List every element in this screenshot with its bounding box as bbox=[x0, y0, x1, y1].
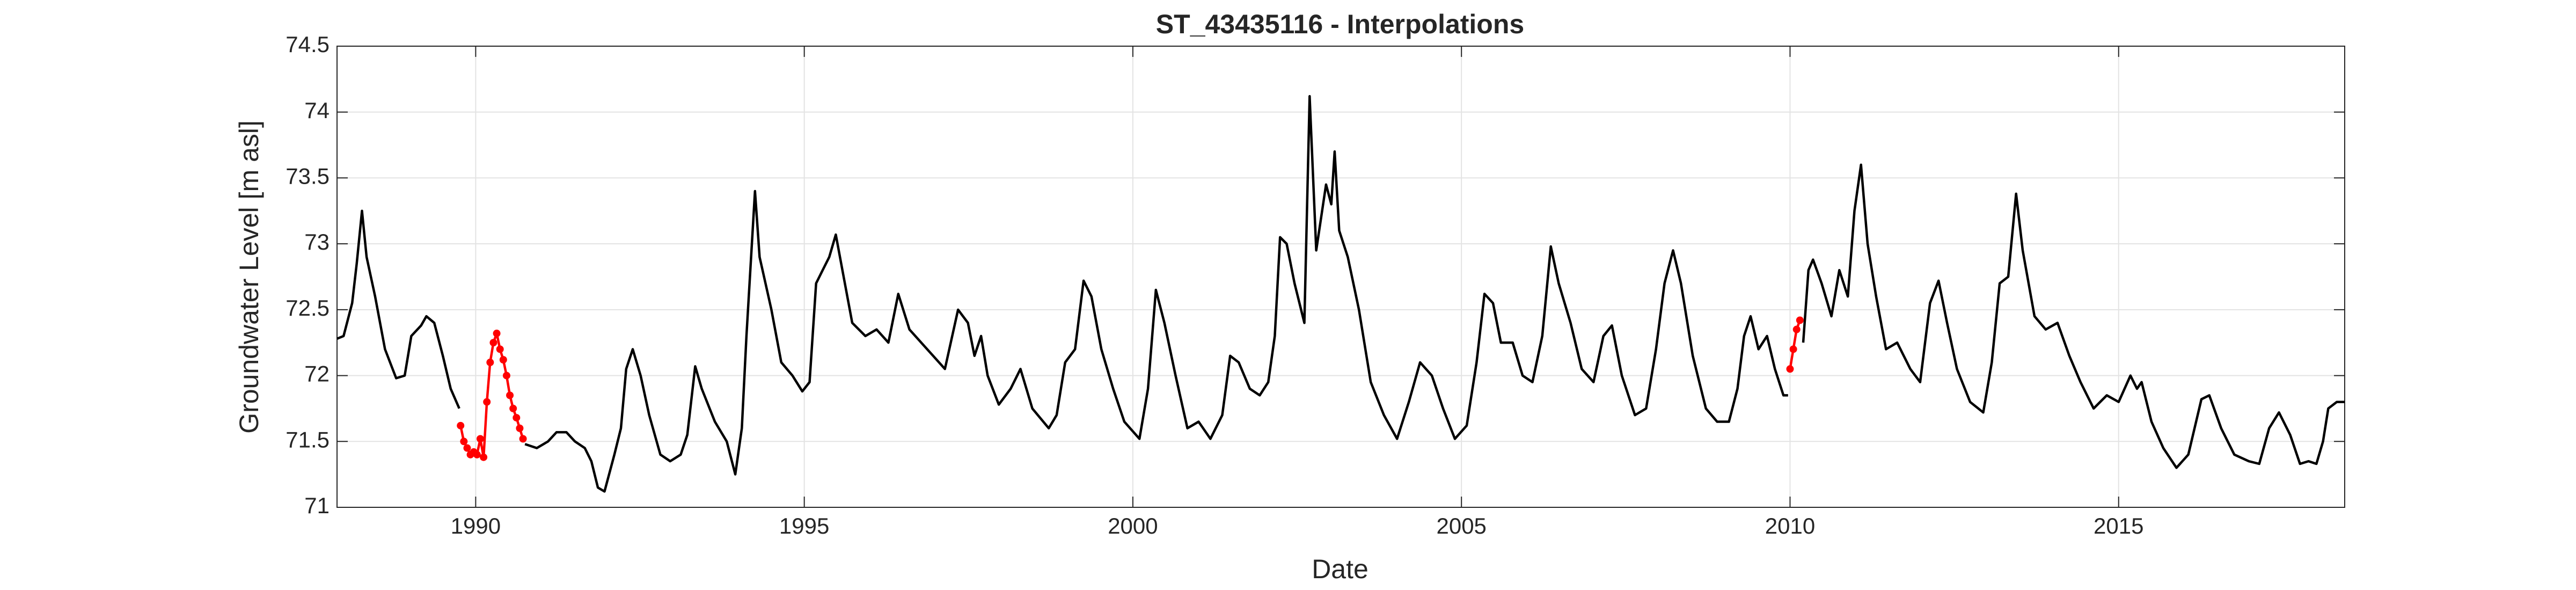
y-tick-label: 73.5 bbox=[286, 164, 330, 189]
data-point bbox=[473, 450, 481, 458]
y-tick-label: 71.5 bbox=[286, 427, 330, 452]
data-point bbox=[1792, 325, 1801, 333]
data-line bbox=[1789, 319, 1801, 369]
data-line bbox=[336, 95, 2345, 493]
x-tick-label: 2005 bbox=[1436, 513, 1486, 538]
x-tick-label: 2010 bbox=[1765, 513, 1815, 538]
data-point bbox=[493, 330, 501, 338]
plot-frame bbox=[336, 46, 2345, 508]
data-point bbox=[506, 391, 514, 399]
data-point bbox=[516, 424, 524, 432]
data-point bbox=[1789, 345, 1797, 353]
chart-title: ST_43435116 - Interpolations bbox=[1156, 9, 1524, 39]
y-tick-label: 74.5 bbox=[286, 32, 330, 57]
y-tick-label: 74 bbox=[304, 98, 330, 123]
data-point bbox=[513, 414, 521, 422]
x-axis-label: Date bbox=[1312, 554, 1368, 584]
y-tick-label: 73 bbox=[304, 229, 330, 254]
x-tick-label: 1990 bbox=[451, 513, 501, 538]
data-point bbox=[457, 421, 465, 429]
plot-area bbox=[337, 46, 2345, 507]
data-point bbox=[460, 438, 468, 446]
x-tick-label: 2015 bbox=[2094, 513, 2143, 538]
data-point bbox=[499, 356, 507, 364]
data-point bbox=[502, 372, 510, 380]
y-axis-label: Groundwater Level [m asl] bbox=[234, 120, 264, 434]
y-tick-label: 71 bbox=[304, 493, 330, 518]
data-point bbox=[476, 435, 484, 443]
data-point bbox=[509, 404, 517, 412]
data-point bbox=[483, 398, 491, 406]
data-point bbox=[480, 453, 488, 461]
data-point bbox=[463, 444, 471, 452]
x-tick-label: 1995 bbox=[779, 513, 829, 538]
data-point bbox=[496, 345, 504, 353]
x-tick-label: 2000 bbox=[1108, 513, 1158, 538]
data-point bbox=[486, 359, 494, 367]
data-point bbox=[489, 339, 497, 347]
data-point bbox=[519, 435, 527, 443]
y-tick-label: 72.5 bbox=[286, 295, 330, 321]
data-point bbox=[1796, 316, 1804, 324]
data-point bbox=[1786, 365, 1794, 373]
y-tick-label: 72 bbox=[304, 361, 330, 387]
